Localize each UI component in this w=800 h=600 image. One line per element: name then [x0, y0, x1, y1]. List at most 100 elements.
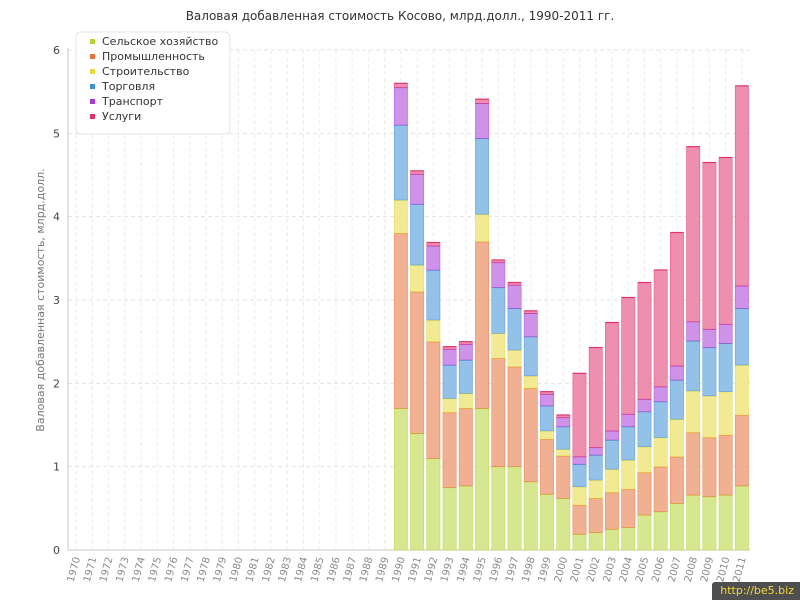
legend-entry[interactable]: Торговля [101, 80, 155, 93]
bar-1990-series-3[interactable] [393, 124, 408, 201]
bar-2004-series-0[interactable] [621, 527, 636, 551]
bar-2006-series-5[interactable] [653, 269, 668, 387]
bar-2003-series-5[interactable] [605, 322, 619, 432]
bar-1992-series-2[interactable] [426, 319, 441, 342]
bar-2002-series-0[interactable] [588, 532, 603, 551]
bar-1995-series-2[interactable] [475, 213, 490, 242]
bar-2003-series-0[interactable] [605, 528, 619, 551]
bar-1993-series-2[interactable] [442, 398, 457, 413]
bar-2002-series-1[interactable] [588, 498, 603, 533]
bar-1990-series-1[interactable] [393, 233, 408, 409]
bar-1991-series-0[interactable] [410, 433, 425, 551]
bar-2010-series-1[interactable] [718, 434, 733, 496]
legend-entry[interactable]: Транспорт [101, 95, 164, 108]
bar-2004-series-3[interactable] [621, 426, 636, 461]
legend-entry[interactable]: Строительство [102, 65, 190, 78]
bar-1993-series-0[interactable] [442, 487, 457, 551]
bar-1996-series-1[interactable] [491, 358, 506, 467]
bar-2003-series-3[interactable] [605, 439, 619, 470]
bar-2005-series-1[interactable] [637, 472, 652, 516]
bar-2007-series-4[interactable] [669, 365, 684, 381]
bar-2006-series-1[interactable] [653, 466, 668, 512]
bar-2008-series-1[interactable] [686, 432, 701, 496]
bar-1990-series-4[interactable] [393, 87, 408, 126]
bar-1994-series-0[interactable] [458, 485, 473, 551]
bar-2009-series-2[interactable] [702, 395, 717, 438]
bar-1999-series-4[interactable] [540, 393, 554, 407]
bar-2002-series-4[interactable] [588, 447, 603, 456]
bar-2009-series-5[interactable] [702, 162, 717, 330]
bar-1997-series-1[interactable] [507, 366, 522, 467]
bar-2002-series-3[interactable] [588, 454, 603, 481]
bar-2011-series-4[interactable] [734, 285, 749, 309]
bar-2001-series-0[interactable] [572, 533, 587, 551]
bar-2005-series-0[interactable] [637, 514, 652, 551]
bar-2000-series-3[interactable] [556, 426, 571, 450]
bar-1996-series-2[interactable] [491, 333, 506, 359]
bar-2008-series-2[interactable] [686, 390, 701, 433]
bar-1995-series-3[interactable] [475, 138, 490, 215]
bar-2011-series-1[interactable] [734, 414, 749, 487]
bar-2011-series-0[interactable] [734, 485, 749, 551]
bar-2007-series-1[interactable] [669, 456, 684, 504]
bar-1997-series-0[interactable] [507, 466, 522, 551]
bar-2000-series-2[interactable] [556, 448, 571, 457]
bar-1993-series-1[interactable] [442, 412, 457, 488]
bar-2001-series-5[interactable] [572, 373, 587, 457]
bar-1996-series-3[interactable] [491, 287, 506, 334]
bar-1995-series-1[interactable] [475, 241, 490, 409]
bar-2004-series-1[interactable] [621, 488, 636, 528]
bar-1999-series-0[interactable] [540, 493, 554, 551]
bar-1998-series-2[interactable] [523, 375, 538, 389]
bar-1995-series-4[interactable] [475, 103, 490, 139]
bar-2010-series-4[interactable] [718, 323, 733, 344]
bar-2011-series-3[interactable] [734, 308, 749, 366]
legend-entry[interactable]: Услуги [102, 110, 141, 123]
bar-2000-series-4[interactable] [556, 417, 571, 427]
bar-2010-series-3[interactable] [718, 343, 733, 392]
bar-2011-series-2[interactable] [734, 364, 749, 416]
bar-1994-series-3[interactable] [458, 359, 473, 394]
bar-2007-series-3[interactable] [669, 379, 684, 420]
bar-1993-series-4[interactable] [442, 348, 457, 366]
bar-1998-series-0[interactable] [523, 481, 538, 551]
bar-1990-series-5[interactable] [393, 83, 408, 88]
bar-2007-series-5[interactable] [669, 232, 684, 367]
bar-2001-series-2[interactable] [572, 486, 587, 506]
bar-2004-series-5[interactable] [621, 297, 636, 415]
bar-1996-series-4[interactable] [491, 262, 506, 288]
bar-1996-series-0[interactable] [491, 466, 506, 551]
bar-2000-series-1[interactable] [556, 455, 571, 499]
bar-1991-series-1[interactable] [410, 291, 425, 434]
bar-2004-series-4[interactable] [621, 413, 636, 427]
bar-2004-series-2[interactable] [621, 459, 636, 490]
bar-1995-series-0[interactable] [475, 408, 490, 551]
bar-2007-series-2[interactable] [669, 418, 684, 457]
bar-2000-series-0[interactable] [556, 498, 571, 551]
bar-1998-series-3[interactable] [523, 336, 538, 377]
bar-1994-series-4[interactable] [458, 343, 473, 361]
bar-2008-series-5[interactable] [686, 146, 701, 322]
bar-1998-series-4[interactable] [523, 313, 538, 337]
legend-entry[interactable]: Промышленность [102, 50, 205, 63]
bar-2008-series-0[interactable] [686, 494, 701, 551]
bar-2011-series-5[interactable] [734, 85, 749, 287]
bar-1990-series-2[interactable] [393, 199, 408, 234]
bar-1992-series-4[interactable] [426, 245, 441, 271]
bar-1997-series-2[interactable] [507, 349, 522, 367]
bar-1991-series-4[interactable] [410, 173, 425, 205]
bar-2010-series-0[interactable] [718, 494, 733, 551]
legend-entry[interactable]: Сельское хозяйство [102, 35, 218, 48]
bar-2009-series-0[interactable] [702, 496, 717, 551]
bar-1991-series-2[interactable] [410, 264, 425, 292]
bar-2006-series-0[interactable] [653, 511, 668, 551]
watermark-link[interactable]: http://be5.biz [712, 582, 800, 600]
bar-2008-series-4[interactable] [686, 321, 701, 342]
bar-1991-series-3[interactable] [410, 203, 425, 266]
bar-1999-series-2[interactable] [540, 430, 554, 440]
bar-2006-series-2[interactable] [653, 437, 668, 467]
bar-2009-series-4[interactable] [702, 328, 717, 348]
bar-2001-series-1[interactable] [572, 504, 587, 535]
bar-1998-series-1[interactable] [523, 388, 538, 482]
bar-1990-series-0[interactable] [393, 408, 408, 551]
